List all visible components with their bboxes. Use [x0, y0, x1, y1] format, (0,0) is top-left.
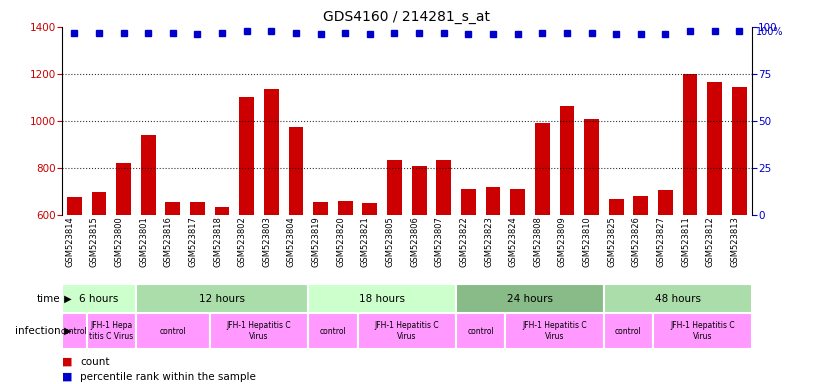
- Text: 24 hours: 24 hours: [507, 293, 553, 304]
- Bar: [358, 313, 456, 349]
- Text: GSM523801: GSM523801: [139, 217, 148, 267]
- Text: GSM523821: GSM523821: [361, 217, 370, 267]
- Bar: [732, 87, 747, 356]
- Bar: [604, 313, 653, 349]
- Bar: [510, 189, 525, 356]
- Bar: [215, 207, 230, 356]
- Text: control: control: [61, 327, 88, 336]
- Text: GSM523800: GSM523800: [115, 217, 124, 267]
- Text: JFH-1 Hepa
titis C Virus: JFH-1 Hepa titis C Virus: [89, 321, 133, 341]
- Bar: [67, 197, 82, 356]
- Text: control: control: [468, 327, 494, 336]
- Text: GSM523803: GSM523803: [263, 217, 271, 267]
- Bar: [116, 163, 131, 356]
- Text: GSM523802: GSM523802: [238, 217, 247, 267]
- Text: 18 hours: 18 hours: [359, 293, 406, 304]
- Text: GSM523806: GSM523806: [411, 217, 419, 267]
- Text: ■: ■: [62, 372, 76, 382]
- Text: GSM523815: GSM523815: [90, 217, 99, 267]
- Bar: [240, 98, 254, 356]
- Bar: [190, 202, 205, 356]
- Bar: [535, 123, 549, 356]
- Bar: [62, 284, 135, 313]
- Text: ■: ■: [62, 356, 76, 367]
- Text: GSM523823: GSM523823: [484, 217, 493, 267]
- Text: GSM523824: GSM523824: [509, 217, 518, 267]
- Text: GSM523826: GSM523826: [632, 217, 641, 267]
- Text: GSM523820: GSM523820: [336, 217, 345, 267]
- Bar: [288, 127, 303, 356]
- Text: GSM523811: GSM523811: [681, 217, 690, 267]
- Text: GSM523825: GSM523825: [607, 217, 616, 267]
- Bar: [634, 196, 648, 356]
- Text: GSM523822: GSM523822: [459, 217, 468, 267]
- Text: count: count: [80, 356, 110, 367]
- Bar: [609, 199, 624, 356]
- Bar: [165, 202, 180, 356]
- Bar: [486, 187, 501, 356]
- Bar: [461, 189, 476, 356]
- Bar: [308, 313, 358, 349]
- Text: GSM523818: GSM523818: [213, 217, 222, 267]
- Text: control: control: [159, 327, 186, 336]
- Bar: [658, 190, 673, 356]
- Text: 12 hours: 12 hours: [199, 293, 245, 304]
- Text: 48 hours: 48 hours: [655, 293, 700, 304]
- Bar: [313, 202, 328, 356]
- Text: GSM523805: GSM523805: [386, 217, 395, 267]
- Bar: [653, 313, 752, 349]
- Text: GDS4160 / 214281_s_at: GDS4160 / 214281_s_at: [323, 10, 491, 23]
- Text: GSM523804: GSM523804: [287, 217, 296, 267]
- Text: JFH-1 Hepatitis C
Virus: JFH-1 Hepatitis C Virus: [226, 321, 292, 341]
- Text: GSM523817: GSM523817: [188, 217, 197, 267]
- Text: GSM523814: GSM523814: [65, 217, 74, 267]
- Bar: [559, 106, 574, 356]
- Text: 6 hours: 6 hours: [79, 293, 119, 304]
- Bar: [135, 313, 210, 349]
- Bar: [62, 313, 87, 349]
- Text: GSM523816: GSM523816: [164, 217, 173, 267]
- Bar: [604, 284, 752, 313]
- Bar: [140, 135, 155, 356]
- Bar: [338, 201, 353, 356]
- Text: GSM523827: GSM523827: [657, 217, 666, 267]
- Text: time: time: [36, 293, 60, 304]
- Text: control: control: [615, 327, 642, 336]
- Bar: [92, 192, 107, 356]
- Text: GSM523813: GSM523813: [730, 217, 739, 267]
- Bar: [506, 313, 604, 349]
- Text: GSM523819: GSM523819: [311, 217, 320, 267]
- Bar: [210, 313, 308, 349]
- Bar: [87, 313, 135, 349]
- Bar: [456, 313, 506, 349]
- Bar: [456, 284, 604, 313]
- Text: GSM523812: GSM523812: [705, 217, 714, 267]
- Text: JFH-1 Hepatitis C
Virus: JFH-1 Hepatitis C Virus: [522, 321, 587, 341]
- Bar: [707, 82, 722, 356]
- Text: GSM523808: GSM523808: [534, 217, 543, 267]
- Text: GSM523810: GSM523810: [582, 217, 591, 267]
- Bar: [308, 284, 456, 313]
- Text: 100%: 100%: [756, 27, 783, 37]
- Bar: [436, 160, 451, 356]
- Text: JFH-1 Hepatitis C
Virus: JFH-1 Hepatitis C Virus: [670, 321, 734, 341]
- Text: JFH-1 Hepatitis C
Virus: JFH-1 Hepatitis C Virus: [374, 321, 439, 341]
- Bar: [387, 160, 402, 356]
- Bar: [584, 119, 599, 356]
- Bar: [135, 284, 308, 313]
- Text: ▶: ▶: [61, 326, 72, 336]
- Text: GSM523809: GSM523809: [558, 217, 567, 267]
- Text: ▶: ▶: [61, 293, 72, 304]
- Text: percentile rank within the sample: percentile rank within the sample: [80, 372, 256, 382]
- Text: control: control: [320, 327, 346, 336]
- Bar: [363, 203, 377, 356]
- Text: infection: infection: [15, 326, 60, 336]
- Bar: [264, 89, 278, 356]
- Text: GSM523807: GSM523807: [434, 217, 444, 267]
- Bar: [682, 74, 697, 356]
- Bar: [411, 166, 426, 356]
